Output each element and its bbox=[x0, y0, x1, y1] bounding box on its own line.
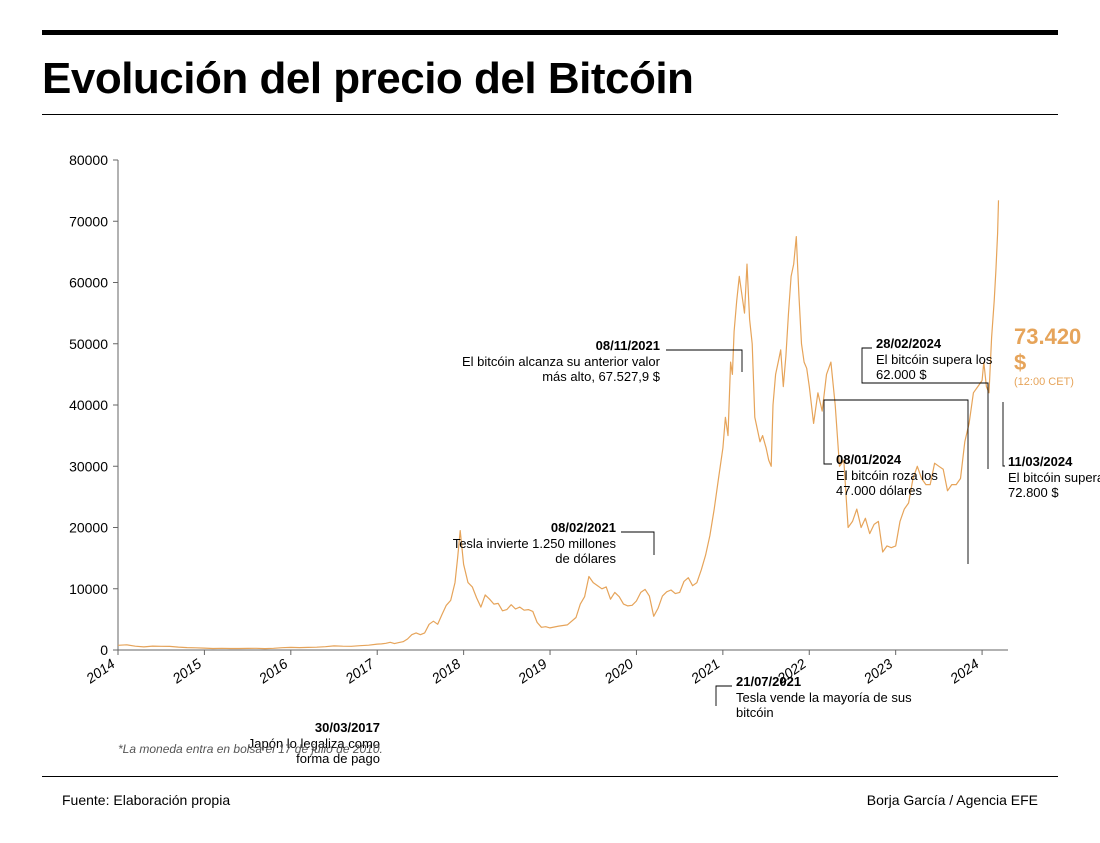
svg-text:20000: 20000 bbox=[69, 520, 108, 536]
svg-text:30000: 30000 bbox=[69, 458, 108, 474]
current-price-value: 73.420 $ bbox=[1014, 324, 1081, 376]
annotation-date: 08/01/2024 bbox=[836, 452, 966, 468]
annotation-text: El bitcóin alcanza su anterior valor más… bbox=[450, 354, 660, 385]
svg-text:2021: 2021 bbox=[687, 655, 723, 687]
svg-text:2020: 2020 bbox=[601, 655, 637, 687]
source-text: Fuente: Elaboración propia bbox=[62, 792, 230, 808]
annotation-date: 28/02/2024 bbox=[876, 336, 1006, 352]
annotation-text: Tesla invierte 1.250 millones de dólares bbox=[446, 536, 616, 567]
current-price-tag: 73.420 $ (12:00 CET) bbox=[1014, 324, 1081, 388]
annotation-date: 08/02/2021 bbox=[446, 520, 616, 536]
annotation-date: 08/11/2021 bbox=[450, 338, 660, 354]
svg-text:70000: 70000 bbox=[69, 213, 108, 229]
price-line bbox=[118, 200, 999, 648]
current-price-subtext: (12:00 CET) bbox=[1014, 376, 1081, 388]
annotation-a3: 08/11/2021El bitcóin alcanza su anterior… bbox=[450, 338, 660, 385]
svg-text:2014: 2014 bbox=[82, 655, 118, 687]
svg-text:2018: 2018 bbox=[428, 655, 464, 687]
annotation-a6: 28/02/2024El bitcóin supera los 62.000 $ bbox=[876, 336, 1006, 383]
annotation-a2: 08/02/2021Tesla invierte 1.250 millones … bbox=[446, 520, 616, 567]
annotation-text: El bitcóin supera los 72.800 $ bbox=[1008, 470, 1100, 501]
rule-subtitle bbox=[42, 114, 1058, 115]
credit-text: Borja García / Agencia EFE bbox=[867, 792, 1038, 808]
rule-bottom bbox=[42, 776, 1058, 777]
annotation-a5: 08/01/2024El bitcóin roza los 47.000 dól… bbox=[836, 452, 966, 499]
svg-text:2024: 2024 bbox=[946, 655, 982, 687]
annotation-date: 21/07/2021 bbox=[736, 674, 916, 690]
svg-text:40000: 40000 bbox=[69, 397, 108, 413]
annotation-a7: 11/03/2024El bitcóin supera los 72.800 $ bbox=[1008, 454, 1100, 501]
annotation-date: 30/03/2017 bbox=[220, 720, 380, 736]
chart-area: 0100002000030000400005000060000700008000… bbox=[48, 150, 1058, 720]
svg-text:2016: 2016 bbox=[255, 655, 291, 687]
annotation-text: Tesla vende la mayoría de sus bitcóin bbox=[736, 690, 916, 721]
footnote: *La moneda entra en bolsa el 17 de julio… bbox=[118, 742, 383, 756]
svg-text:2019: 2019 bbox=[514, 655, 550, 687]
svg-text:2015: 2015 bbox=[169, 655, 205, 687]
annotation-text: El bitcóin roza los 47.000 dólares bbox=[836, 468, 966, 499]
rule-top bbox=[42, 30, 1058, 35]
chart-svg: 0100002000030000400005000060000700008000… bbox=[48, 150, 1058, 720]
annotation-date: 11/03/2024 bbox=[1008, 454, 1100, 470]
page-title: Evolución del precio del Bitcóin bbox=[42, 54, 693, 104]
page: Evolución del precio del Bitcóin 0100002… bbox=[0, 0, 1100, 843]
svg-text:80000: 80000 bbox=[69, 152, 108, 168]
annotation-text: El bitcóin supera los 62.000 $ bbox=[876, 352, 1006, 383]
svg-text:2017: 2017 bbox=[341, 655, 378, 687]
svg-text:10000: 10000 bbox=[69, 581, 108, 597]
svg-text:60000: 60000 bbox=[69, 275, 108, 291]
annotation-a4: 21/07/2021Tesla vende la mayoría de sus … bbox=[736, 674, 916, 721]
svg-text:50000: 50000 bbox=[69, 336, 108, 352]
y-axis: 0100002000030000400005000060000700008000… bbox=[69, 152, 118, 658]
